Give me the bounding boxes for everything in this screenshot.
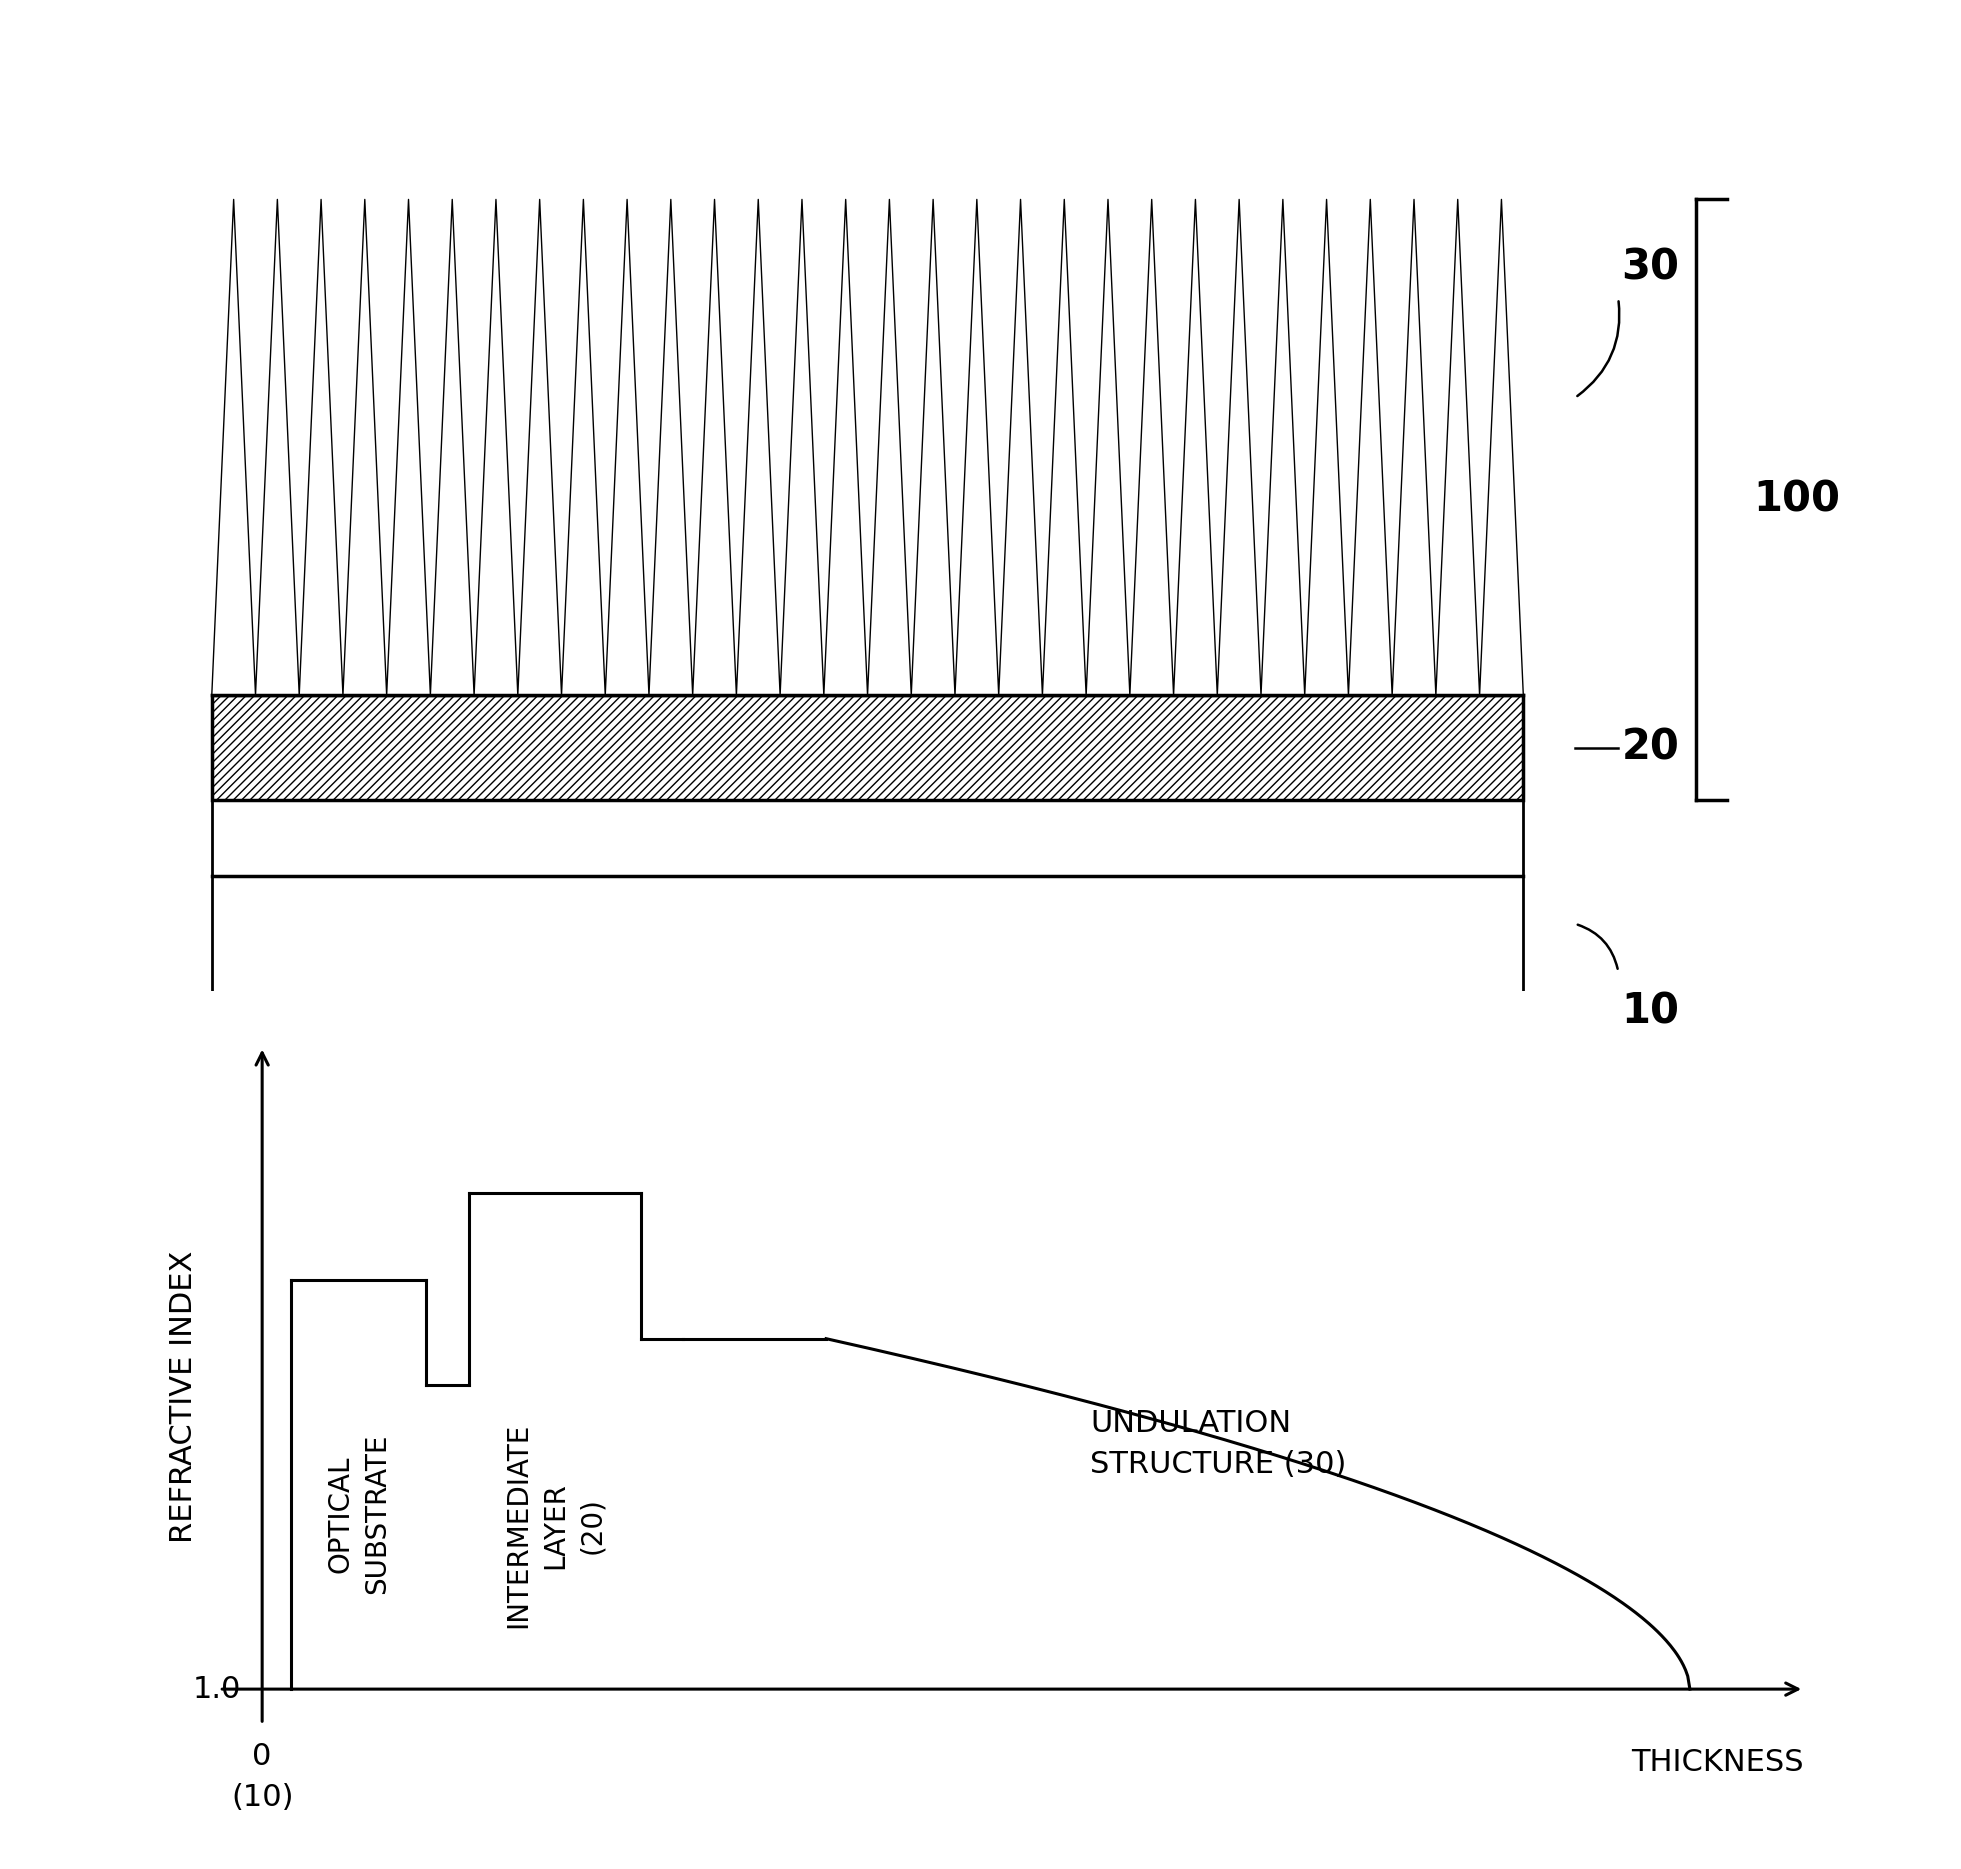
Text: 10: 10 [1622,991,1681,1032]
Text: 30: 30 [1622,247,1681,288]
Bar [212,695,1524,800]
Text: UNDULATION
STRUCTURE (30): UNDULATION STRUCTURE (30) [1090,1409,1347,1478]
Text: 1.0: 1.0 [192,1675,241,1705]
Text: INTERMEDIATE
LAYER
(20): INTERMEDIATE LAYER (20) [504,1422,606,1628]
Text: OPTICAL
SUBSTRATE: OPTICAL SUBSTRATE [326,1434,390,1594]
Text: REFRACTIVE INDEX: REFRACTIVE INDEX [169,1250,198,1544]
Text: 0: 0 [253,1742,273,1770]
Polygon shape [212,200,1524,695]
Text: 100: 100 [1753,478,1839,521]
Text: 20: 20 [1622,727,1679,768]
Text: THICKNESS: THICKNESS [1632,1748,1804,1777]
Text: (10): (10) [231,1783,294,1811]
